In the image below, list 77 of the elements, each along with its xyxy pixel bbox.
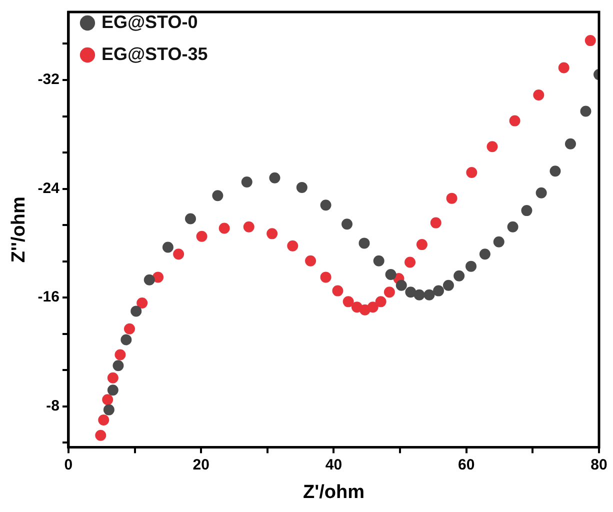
- point: [305, 255, 316, 266]
- point: [373, 255, 384, 266]
- point: [162, 242, 174, 253]
- point: [454, 270, 465, 282]
- point: [509, 115, 520, 126]
- point: [107, 372, 118, 384]
- point: [196, 230, 208, 242]
- point: [507, 221, 518, 232]
- point: [152, 272, 164, 283]
- point: [430, 217, 442, 228]
- point: [332, 285, 344, 296]
- point: [320, 272, 332, 283]
- point: [287, 240, 298, 252]
- point: [241, 176, 252, 188]
- point: [584, 35, 596, 46]
- point: [580, 106, 592, 117]
- point: [124, 323, 135, 334]
- x-tick-label: 80: [590, 456, 608, 474]
- point: [533, 89, 544, 100]
- point: [95, 430, 106, 441]
- x-tick-label: 0: [64, 456, 73, 474]
- point: [112, 360, 124, 372]
- point: [466, 166, 478, 178]
- x-tick-label: 40: [325, 456, 342, 474]
- point: [375, 296, 386, 308]
- point: [493, 236, 504, 248]
- point: [266, 228, 278, 240]
- y-tick-label: -24: [38, 180, 60, 197]
- point: [218, 222, 230, 234]
- point: [486, 141, 498, 152]
- x-tick-label: 20: [192, 456, 210, 474]
- point: [320, 200, 332, 211]
- point: [342, 296, 354, 308]
- point: [98, 414, 110, 426]
- point: [269, 172, 280, 184]
- y-axis-title: Z''/ohm: [8, 196, 30, 263]
- point: [396, 280, 407, 291]
- point: [185, 213, 196, 224]
- point: [107, 384, 118, 396]
- point: [102, 394, 114, 406]
- point: [367, 302, 378, 313]
- y-tick-label: -8: [46, 398, 60, 415]
- point: [358, 238, 370, 249]
- point: [521, 205, 532, 216]
- point: [144, 274, 155, 286]
- point: [446, 192, 458, 204]
- point: [130, 306, 142, 317]
- point: [136, 298, 148, 309]
- point: [466, 260, 477, 272]
- point: [173, 248, 184, 260]
- point: [385, 268, 396, 280]
- point: [296, 182, 308, 193]
- legend-label: EG@STO-0: [101, 12, 198, 32]
- point: [404, 256, 416, 268]
- point: [120, 334, 132, 346]
- point: [384, 286, 395, 298]
- point: [414, 289, 425, 300]
- y-tick-label: -16: [38, 288, 60, 306]
- point: [536, 187, 547, 198]
- point: [212, 190, 224, 202]
- point: [433, 285, 444, 296]
- point: [405, 286, 416, 298]
- point: [416, 239, 428, 250]
- point: [479, 248, 490, 260]
- x-axis-title: Z'/ohm: [302, 482, 364, 503]
- x-tick-label: 60: [458, 456, 475, 474]
- legend-label: EG@STO-35: [101, 44, 208, 64]
- point: [442, 280, 454, 291]
- point: [558, 62, 570, 74]
- point: [103, 404, 114, 416]
- point: [424, 289, 435, 300]
- point: [114, 349, 126, 360]
- point: [564, 138, 576, 150]
- point: [243, 221, 254, 232]
- y-tick-label: -32: [38, 71, 60, 88]
- point: [342, 218, 353, 230]
- point: [550, 166, 561, 177]
